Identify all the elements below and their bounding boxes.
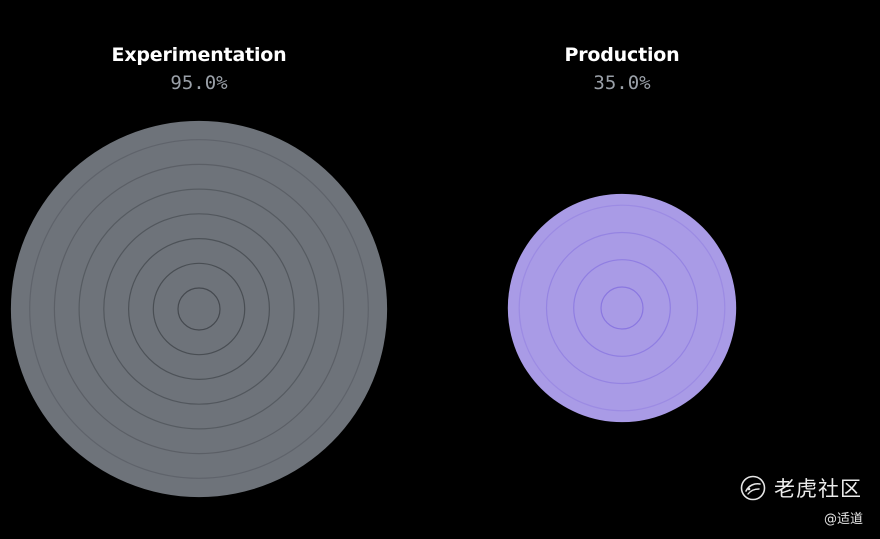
production-title: Production bbox=[564, 44, 680, 66]
production-header: Production 35.0% bbox=[472, 42, 772, 96]
watermark-text: 老虎社区 bbox=[774, 477, 862, 501]
experimentation-header: Experimentation 95.0% bbox=[49, 42, 349, 96]
production-ring-1 bbox=[600, 286, 644, 330]
watermark: 老虎社区 bbox=[740, 473, 862, 503]
experimentation-ring-2 bbox=[152, 262, 246, 356]
experimentation-ring-7 bbox=[29, 139, 369, 479]
production-value: 35.0% bbox=[593, 72, 651, 94]
tiger-logo-icon bbox=[740, 475, 766, 501]
experimentation-ring-6 bbox=[53, 163, 345, 455]
production-ring-2 bbox=[573, 259, 671, 357]
experimentation-ring-5 bbox=[78, 188, 320, 430]
production-ring-3 bbox=[545, 231, 699, 385]
watermark-handle: @适道 bbox=[823, 512, 863, 527]
experimentation-value: 95.0% bbox=[170, 72, 228, 94]
experimentation-title: Experimentation bbox=[111, 44, 287, 66]
experimentation-ring-3 bbox=[128, 238, 271, 381]
production-ring-4 bbox=[518, 204, 726, 412]
production-value-disc bbox=[507, 193, 737, 423]
experimentation-ring-4 bbox=[103, 213, 295, 405]
experimentation-value-disc bbox=[10, 120, 388, 498]
experimentation-ring-1 bbox=[177, 287, 221, 331]
